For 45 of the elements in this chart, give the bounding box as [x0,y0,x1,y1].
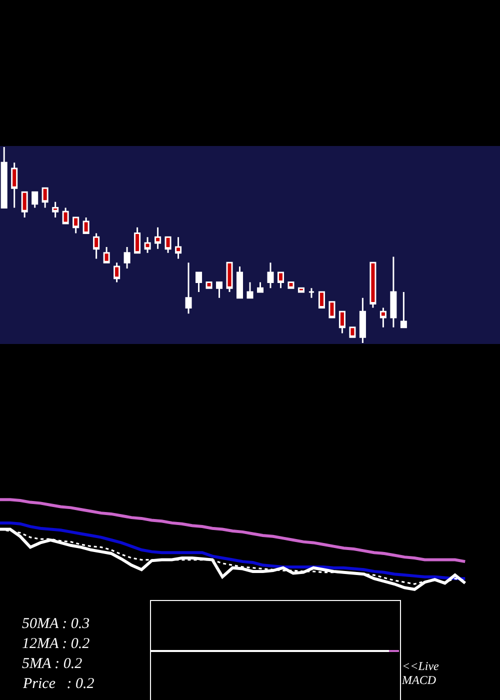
candlestick [21,191,28,218]
candlestick [62,207,69,224]
text: Price : 0.2 [22,676,95,692]
candlestick [154,226,162,250]
candlestick [267,262,274,289]
candlestick [164,236,172,254]
candlestick [318,291,325,308]
candlestick [134,226,141,254]
candlestick [103,246,110,264]
text: 12MA : 0.2 [22,636,90,652]
candlestick [308,287,315,299]
candlestick [11,162,18,208]
candlestick [359,297,366,344]
candlestick [328,301,336,318]
candlestick [288,282,294,289]
candlestick [93,232,100,260]
candlestick [277,272,284,289]
candlestick [72,216,80,234]
candlestick [256,282,264,293]
candlestick [144,236,151,254]
candlestick [390,256,397,328]
candlestick [0,146,8,208]
candlestick [114,262,120,283]
text: <<Live MACD [402,659,439,687]
candlestick [175,236,182,260]
candlestick [52,201,59,218]
candlestick [206,282,212,289]
candlestick [400,291,407,328]
candlestick [298,287,304,293]
candlestick [370,262,376,308]
candlestick [196,272,202,293]
candlestick [82,216,90,234]
candlestick [338,310,346,334]
candlestick [236,266,244,299]
text: 5MA : 0.2 [22,656,83,672]
candlestick [124,246,130,270]
candlestick [246,282,254,299]
candlestick [349,326,356,338]
candlestick [42,187,48,208]
text: 50MA : 0.3 [22,616,90,632]
candlestick [380,306,386,328]
candlestick [216,282,223,299]
candlestick [185,262,192,314]
candlestick [226,262,233,293]
candlestick [32,191,38,208]
